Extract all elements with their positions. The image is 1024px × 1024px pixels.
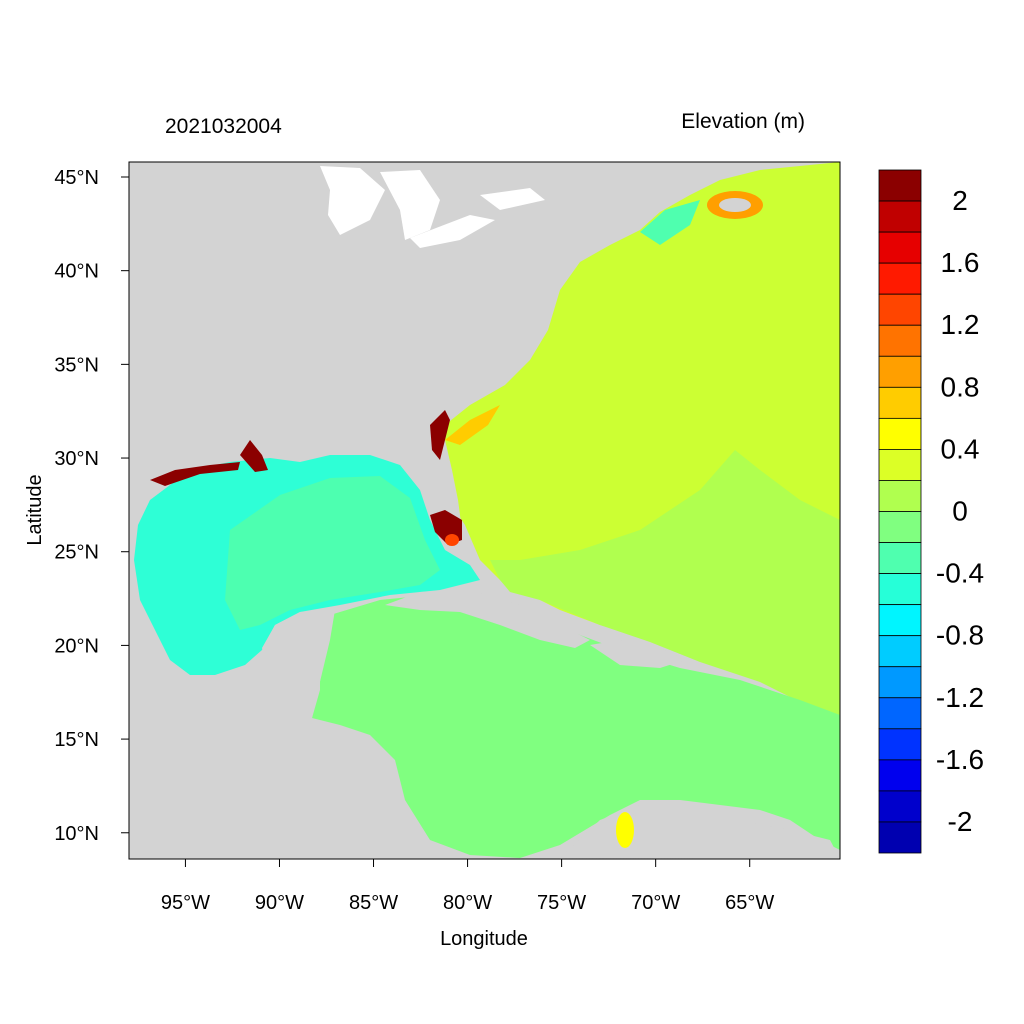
maracaibo-anomaly	[616, 812, 634, 848]
colorbar-tick-label: 0.4	[941, 433, 980, 464]
colorbar-bin	[878, 231, 922, 264]
latitude-axis: 45°N 40°N 35°N 30°N 25°N 20°N 15°N 10°N	[54, 167, 129, 845]
colorbar-bin	[878, 635, 922, 668]
lake-erie-shape	[410, 215, 495, 248]
lat-tick-label: 20°N	[54, 635, 99, 657]
colorbar-tick-label: 1.2	[941, 309, 980, 340]
colorbar-bin	[878, 790, 922, 823]
map-area	[129, 162, 840, 859]
colorbar-tick-label: 0.8	[941, 371, 980, 402]
colorbar-bin	[878, 542, 922, 574]
colorbar-bin	[878, 169, 922, 202]
lat-tick-label: 25°N	[54, 542, 99, 564]
lon-tick-label: 90°W	[255, 892, 304, 914]
colorbar-tick-label: 2	[952, 185, 968, 216]
colorbar	[878, 169, 922, 854]
colorbar-tick-label: -2	[948, 806, 973, 837]
y-axis-label: Latitude	[24, 474, 46, 545]
atlantic-south-region	[490, 450, 840, 720]
timestamp-label: 2021032004	[165, 115, 282, 138]
colorbar-tick-label: 0	[952, 496, 968, 527]
colorbar-bin	[878, 293, 922, 326]
colorbar-bin	[878, 604, 922, 637]
lat-tick-label: 10°N	[54, 823, 99, 845]
lat-tick-label: 35°N	[54, 354, 99, 376]
gulf-center-region	[225, 476, 440, 630]
colorbar-bin	[878, 200, 922, 233]
lon-tick-label: 70°W	[631, 892, 680, 914]
colorbar-bin	[878, 821, 922, 854]
new-england-shelf-anomaly	[640, 200, 700, 245]
lat-tick-label: 40°N	[54, 261, 99, 283]
lake-huron-shape	[380, 170, 440, 240]
cuba-island	[385, 590, 590, 648]
colorbar-bin	[878, 449, 922, 481]
lon-tick-label: 95°W	[161, 892, 210, 914]
longitude-axis: 95°W 90°W 85°W 80°W 75°W 70°W 65°W	[161, 859, 774, 914]
colorbar-tick-label: -0.4	[936, 558, 984, 589]
lon-tick-label: 75°W	[537, 892, 586, 914]
colorbar-bin	[878, 480, 922, 512]
colorbar-labels: 2 1.6 1.2 0.8 0.4 0 -0.4 -0.8 -1.2 -1.6 -2	[936, 185, 984, 837]
lat-tick-label: 15°N	[54, 729, 99, 751]
caribbean-sea-region	[312, 595, 840, 858]
variable-label: Elevation (m)	[681, 110, 805, 133]
colorbar-bin	[878, 355, 922, 388]
colorbar-bin	[878, 386, 922, 419]
colorbar-bin	[878, 728, 922, 761]
surge-texas-coast	[150, 462, 240, 486]
lon-tick-label: 65°W	[725, 892, 774, 914]
x-axis-label: Longitude	[440, 928, 528, 950]
surge-georgia-coast	[430, 410, 450, 460]
colorbar-bin	[878, 417, 922, 450]
colorbar-tick-label: -0.8	[936, 620, 984, 651]
lake-michigan-shape	[320, 166, 385, 235]
lon-tick-label: 80°W	[443, 892, 492, 914]
southeast-coast-anomaly	[445, 405, 500, 445]
hispaniola-island	[590, 640, 685, 668]
coastal-surge-markers	[150, 410, 462, 545]
nova-scotia-land	[719, 198, 751, 212]
great-lakes	[320, 166, 545, 248]
lon-tick-label: 85°W	[349, 892, 398, 914]
lat-tick-label: 45°N	[54, 167, 99, 189]
lat-tick-label: 30°N	[54, 448, 99, 470]
colorbar-bin	[878, 324, 922, 357]
yucatan-peninsula	[262, 610, 335, 718]
colorbar-bin	[878, 573, 922, 606]
colorbar-bin	[878, 666, 922, 699]
colorbar-tick-label: -1.2	[936, 682, 984, 713]
colorbar-tick-label: -1.6	[936, 744, 984, 775]
lake-ontario-shape	[480, 188, 545, 210]
colorbar-tick-label: 1.6	[941, 247, 980, 278]
map-frame	[128, 161, 841, 860]
florida-tip-anomaly	[445, 534, 459, 546]
colorbar-bin	[878, 759, 922, 792]
colorbar-bin	[878, 262, 922, 295]
colorbar-bin	[878, 511, 922, 543]
colorbar-bin	[878, 697, 922, 730]
surge-louisiana	[240, 440, 268, 472]
